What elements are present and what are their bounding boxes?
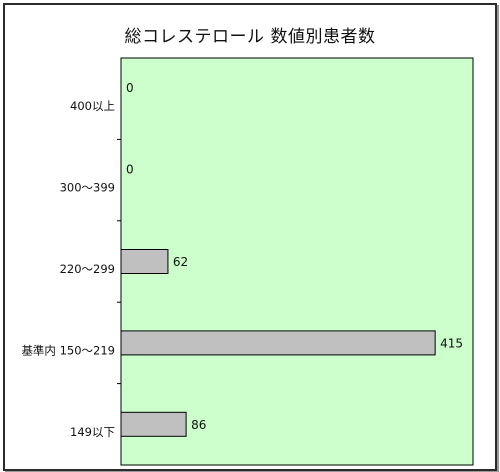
category-label: 400以上 — [70, 99, 115, 113]
value-label: 0 — [126, 163, 134, 177]
category-label: 300〜399 — [60, 181, 115, 195]
plot-area — [120, 57, 474, 466]
chart-svg: 400以上 300〜399 220〜299 基準内 150〜219 149以下 0 0 62… — [21, 57, 474, 466]
bar — [120, 330, 436, 356]
chart-frame: 総コレステロール 数値別患者数 400以上 300〜399 220〜299 基準内 1… — [3, 3, 497, 471]
category-label: 149以下 — [70, 425, 115, 439]
bar — [120, 249, 169, 274]
value-label: 62 — [173, 255, 188, 269]
chart-title: 総コレステロール 数値別患者数 — [124, 27, 376, 47]
bars-group — [120, 249, 436, 437]
value-labels: 0 0 62 415 86 — [126, 81, 463, 432]
bar — [120, 411, 187, 437]
value-label: 86 — [191, 418, 206, 432]
category-labels: 400以上 300〜399 220〜299 基準内 150〜219 149以下 — [21, 99, 115, 439]
value-label: 0 — [126, 81, 134, 95]
category-label: 220〜299 — [60, 262, 115, 276]
category-label: 基準内 150〜219 — [21, 343, 115, 357]
y-axis-ticks — [117, 138, 121, 385]
value-label: 415 — [440, 336, 463, 350]
